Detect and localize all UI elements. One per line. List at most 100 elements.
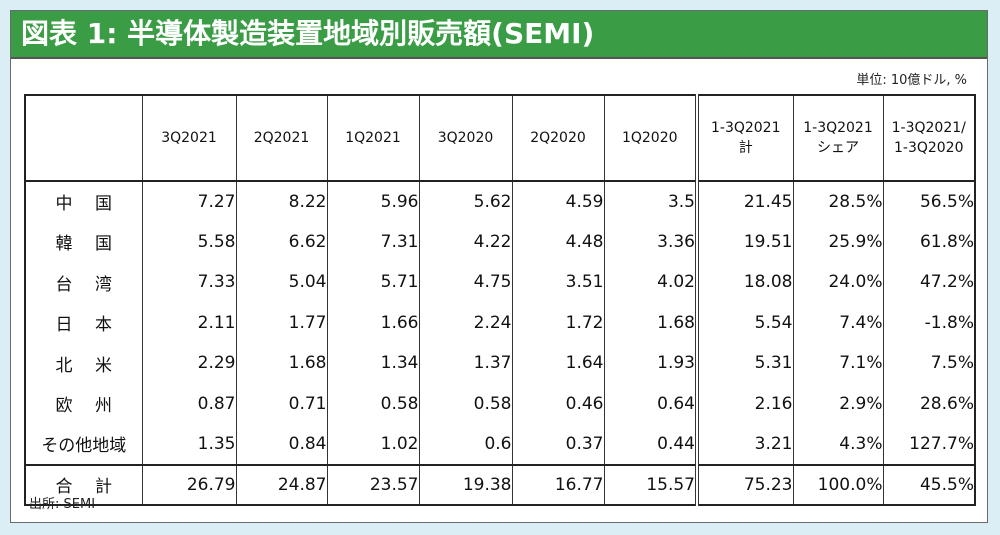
- total-row: 合 計 26.79 24.87 23.57 19.38 16.77 15.57 75.23 10…: [24, 463, 976, 505]
- figure-panel: 図表 1: 半導体製造装置地域別販売額(SEMI) 単位: 10億ドル, % 3…: [10, 10, 988, 523]
- figure-title: 図表 1: 半導体製造装置地域別販売額(SEMI): [21, 17, 595, 50]
- table-cell: 26.79: [141, 463, 237, 505]
- table-cell: 1.66: [326, 302, 420, 343]
- table-cell: 5.58: [141, 221, 237, 262]
- column-header: 1Q2020: [603, 95, 698, 182]
- table-cell: 15.57: [603, 463, 698, 505]
- table-cell: -1.8%: [882, 302, 976, 343]
- table-cell: 0.6: [418, 424, 513, 465]
- table-row: 韓 国 5.58 6.62 7.31 4.22 4.48 3.36 19.51 25.9% 61.…: [24, 221, 976, 262]
- table-cell: 7.31: [326, 221, 420, 262]
- table-cell: 5.62: [418, 181, 513, 222]
- table-cell: 4.02: [603, 262, 698, 303]
- table-cell: 5.31: [695, 343, 794, 384]
- region-label: 欧 州: [24, 383, 143, 424]
- table-cell: 4.22: [418, 221, 513, 262]
- region-label: その他地域: [24, 424, 143, 465]
- table-cell: 1.68: [235, 343, 328, 384]
- table-cell: 0.58: [418, 383, 513, 424]
- table-cell: 5.96: [326, 181, 420, 222]
- table-cell: 5.71: [326, 262, 420, 303]
- table-cell: 4.59: [511, 181, 605, 222]
- table-cell: 24.87: [235, 463, 328, 505]
- table-cell: 127.7%: [882, 424, 976, 465]
- region-label: 日 本: [24, 302, 143, 343]
- title-bar: 図表 1: 半導体製造装置地域別販売額(SEMI): [11, 11, 987, 59]
- table-row: その他地域 1.35 0.84 1.02 0.6 0.37 0.44 3.21 4.3% 127.…: [24, 424, 976, 465]
- table-cell: 61.8%: [882, 221, 976, 262]
- column-header: 1-3Q2021/1-3Q2020: [882, 95, 976, 182]
- table-cell: 7.1%: [792, 343, 884, 384]
- table-cell: 24.0%: [792, 262, 884, 303]
- table-cell: 2.11: [141, 302, 237, 343]
- table-cell: 1.72: [511, 302, 605, 343]
- table-cell: 2.9%: [792, 383, 884, 424]
- table-cell: 28.6%: [882, 383, 976, 424]
- table-cell: 0.87: [141, 383, 237, 424]
- table-cell: 23.57: [326, 463, 420, 505]
- table-cell: 16.77: [511, 463, 605, 505]
- table-cell: 1.02: [326, 424, 420, 465]
- table-cell: 28.5%: [792, 181, 884, 222]
- table-row: 北 米 2.29 1.68 1.34 1.37 1.64 1.93 5.31 7.1% 7.5%: [24, 343, 976, 384]
- table-cell: 19.38: [418, 463, 513, 505]
- table-cell: 1.77: [235, 302, 328, 343]
- table-cell: 7.5%: [882, 343, 976, 384]
- table-cell: 5.54: [695, 302, 794, 343]
- region-label: 合 計: [24, 463, 143, 505]
- table-cell: 5.04: [235, 262, 328, 303]
- table-cell: 1.35: [141, 424, 237, 465]
- region-label: 韓 国: [24, 221, 143, 262]
- table-cell: 0.37: [511, 424, 605, 465]
- column-header: 2Q2020: [511, 95, 605, 182]
- table-cell: 3.36: [603, 221, 698, 262]
- table-row: 中 国 7.27 8.22 5.96 5.62 4.59 3.5 21.45 28.5% 56.5…: [24, 181, 976, 222]
- table-row: 欧 州 0.87 0.71 0.58 0.58 0.46 0.64 2.16 2.9% 28.6%: [24, 383, 976, 424]
- table-cell: 7.33: [141, 262, 237, 303]
- column-header: 3Q2021: [141, 95, 237, 182]
- table-cell: 3.5: [603, 181, 698, 222]
- table-cell: 4.3%: [792, 424, 884, 465]
- table-row: 台 湾 7.33 5.04 5.71 4.75 3.51 4.02 18.08 24.0% 47.…: [24, 262, 976, 303]
- table-cell: 19.51: [695, 221, 794, 262]
- table-cell: 47.2%: [882, 262, 976, 303]
- table-cell: 3.51: [511, 262, 605, 303]
- region-label: 中 国: [24, 181, 143, 222]
- table-cell: 56.5%: [882, 181, 976, 222]
- column-header: 1-3Q2021 シェア: [792, 95, 884, 182]
- column-header: 2Q2021: [235, 95, 328, 182]
- table-cell: 0.58: [326, 383, 420, 424]
- column-header: 1Q2021: [326, 95, 420, 182]
- table-cell: 6.62: [235, 221, 328, 262]
- table-row: 日 本 2.11 1.77 1.66 2.24 1.72 1.68 5.54 7.4% -1.8%: [24, 302, 976, 343]
- table-cell: 21.45: [695, 181, 794, 222]
- column-header: 1-3Q2021 計: [695, 95, 794, 182]
- source-note: 出所: SEMI: [29, 497, 96, 512]
- table-cell: 1.93: [603, 343, 698, 384]
- table-cell: 0.64: [603, 383, 698, 424]
- table-cell: 0.84: [235, 424, 328, 465]
- table-cell: 7.4%: [792, 302, 884, 343]
- table-cell: 7.27: [141, 181, 237, 222]
- unit-note: 単位: 10億ドル, %: [856, 73, 967, 88]
- table-cell: 4.75: [418, 262, 513, 303]
- table-cell: 2.29: [141, 343, 237, 384]
- table-cell: 1.34: [326, 343, 420, 384]
- table-body: 中 国 7.27 8.22 5.96 5.62 4.59 3.5 21.45 28.5% 56.5…: [24, 181, 976, 505]
- table-cell: 4.48: [511, 221, 605, 262]
- table-cell: 18.08: [695, 262, 794, 303]
- table-cell: 0.44: [603, 424, 698, 465]
- table-cell: 1.64: [511, 343, 605, 384]
- table-cell: 45.5%: [882, 463, 976, 505]
- table-cell: 1.68: [603, 302, 698, 343]
- table-cell: 25.9%: [792, 221, 884, 262]
- header-corner: [24, 95, 143, 182]
- table-cell: 2.16: [695, 383, 794, 424]
- table-cell: 1.37: [418, 343, 513, 384]
- table-cell: 75.23: [695, 463, 794, 505]
- region-label: 北 米: [24, 343, 143, 384]
- sales-table: 3Q2021 2Q2021 1Q2021 3Q2020 2Q2020 1Q2020 1-3Q…: [24, 94, 976, 506]
- table-cell: 8.22: [235, 181, 328, 222]
- table-cell: 0.46: [511, 383, 605, 424]
- column-header: 3Q2020: [418, 95, 513, 182]
